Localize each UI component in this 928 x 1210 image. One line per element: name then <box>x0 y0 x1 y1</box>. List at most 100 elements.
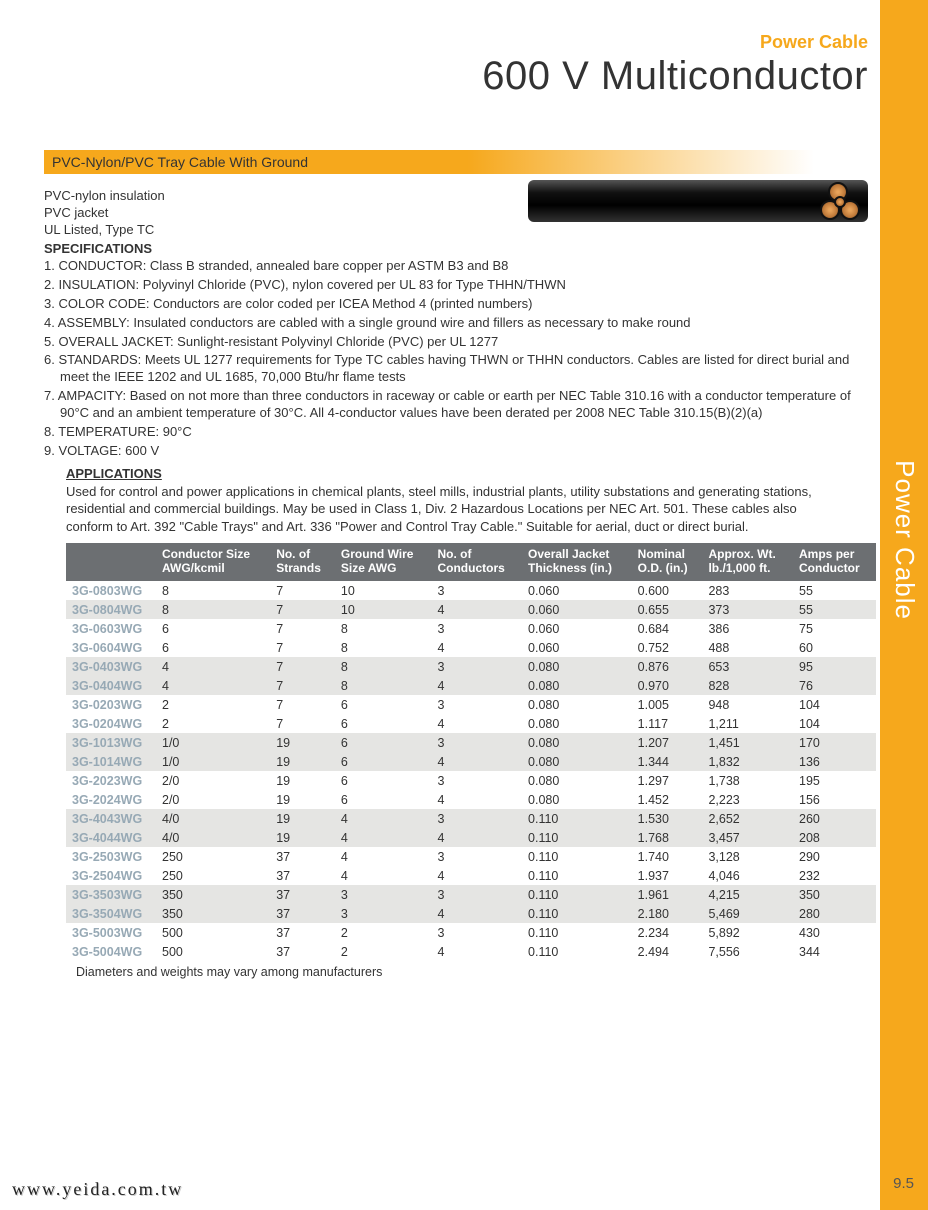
table-cell: 208 <box>793 828 876 847</box>
table-cell: 8 <box>156 600 270 619</box>
table-cell: 1.297 <box>632 771 703 790</box>
table-cell: 3 <box>431 809 522 828</box>
table-cell: 250 <box>156 847 270 866</box>
table-cell: 10 <box>335 600 432 619</box>
sidebar-tab: Power Cable <box>880 0 928 1210</box>
table-cell: 3,457 <box>702 828 793 847</box>
table-cell: 0.752 <box>632 638 703 657</box>
spec-item: 7. AMPACITY: Based on not more than thre… <box>44 388 864 422</box>
table-row: 3G-1013WG1/019630.0801.2071,451170 <box>66 733 876 752</box>
table-cell: 3 <box>431 733 522 752</box>
table-cell: 350 <box>156 904 270 923</box>
table-column-header: Conductor SizeAWG/kcmil <box>156 543 270 581</box>
table-row: 3G-2023WG2/019630.0801.2971,738195 <box>66 771 876 790</box>
table-cell: 75 <box>793 619 876 638</box>
table-cell: 8 <box>335 676 432 695</box>
table-cell: 3 <box>431 771 522 790</box>
table-cell: 0.110 <box>522 828 632 847</box>
table-cell: 0.060 <box>522 581 632 600</box>
table-cell: 0.600 <box>632 581 703 600</box>
table-row: 3G-0803WG871030.0600.60028355 <box>66 581 876 600</box>
table-row: 3G-3504WG35037340.1102.1805,469280 <box>66 904 876 923</box>
table-cell: 104 <box>793 714 876 733</box>
intro-line: UL Listed, Type TC <box>44 222 864 237</box>
table-cell: 828 <box>702 676 793 695</box>
table-cell: 4/0 <box>156 809 270 828</box>
part-number-cell: 3G-5003WG <box>66 923 156 942</box>
table-cell: 0.080 <box>522 676 632 695</box>
table-cell: 8 <box>156 581 270 600</box>
table-cell: 290 <box>793 847 876 866</box>
table-cell: 0.060 <box>522 600 632 619</box>
part-number-cell: 3G-3504WG <box>66 904 156 923</box>
table-cell: 0.110 <box>522 904 632 923</box>
table-cell: 2 <box>156 695 270 714</box>
table-cell: 4 <box>335 866 432 885</box>
table-row: 3G-0204WG27640.0801.1171,211104 <box>66 714 876 733</box>
part-number-cell: 3G-0403WG <box>66 657 156 676</box>
spec-item: 6. STANDARDS: Meets UL 1277 requirements… <box>44 352 864 386</box>
table-cell: 1.117 <box>632 714 703 733</box>
table-cell: 37 <box>270 942 335 961</box>
table-cell: 1,451 <box>702 733 793 752</box>
table-cell: 0.110 <box>522 847 632 866</box>
table-cell: 386 <box>702 619 793 638</box>
table-cell: 37 <box>270 904 335 923</box>
specs-table: Conductor SizeAWG/kcmilNo. ofStrandsGrou… <box>66 543 876 961</box>
table-cell: 1.344 <box>632 752 703 771</box>
table-cell: 6 <box>335 752 432 771</box>
table-cell: 283 <box>702 581 793 600</box>
table-cell: 2 <box>335 942 432 961</box>
table-row: 3G-3503WG35037330.1101.9614,215350 <box>66 885 876 904</box>
table-cell: 0.110 <box>522 923 632 942</box>
table-cell: 0.080 <box>522 733 632 752</box>
table-cell: 4 <box>431 676 522 695</box>
table-column-header: Amps perConductor <box>793 543 876 581</box>
table-cell: 6 <box>335 771 432 790</box>
table-cell: 0.876 <box>632 657 703 676</box>
table-cell: 4 <box>431 828 522 847</box>
table-cell: 0.110 <box>522 885 632 904</box>
part-number-cell: 3G-2024WG <box>66 790 156 809</box>
table-cell: 0.080 <box>522 657 632 676</box>
spec-item: 5. OVERALL JACKET: Sunlight-resistant Po… <box>44 334 864 351</box>
table-cell: 2,223 <box>702 790 793 809</box>
table-cell: 3,128 <box>702 847 793 866</box>
table-column-header: No. ofStrands <box>270 543 335 581</box>
spec-item: 9. VOLTAGE: 600 V <box>44 443 864 460</box>
table-cell: 3 <box>431 581 522 600</box>
table-cell: 5,892 <box>702 923 793 942</box>
table-cell: 4,215 <box>702 885 793 904</box>
table-cell: 76 <box>793 676 876 695</box>
table-cell: 7 <box>270 714 335 733</box>
table-cell: 373 <box>702 600 793 619</box>
table-cell: 0.684 <box>632 619 703 638</box>
applications-body: Used for control and power applications … <box>44 483 844 536</box>
table-cell: 6 <box>335 790 432 809</box>
table-cell: 60 <box>793 638 876 657</box>
table-row: 3G-0404WG47840.0800.97082876 <box>66 676 876 695</box>
table-cell: 4 <box>335 847 432 866</box>
part-number-cell: 3G-0603WG <box>66 619 156 638</box>
table-cell: 5,469 <box>702 904 793 923</box>
table-cell: 136 <box>793 752 876 771</box>
table-cell: 232 <box>793 866 876 885</box>
table-cell: 19 <box>270 771 335 790</box>
table-cell: 3 <box>335 885 432 904</box>
table-cell: 6 <box>156 638 270 657</box>
table-row: 3G-2504WG25037440.1101.9374,046232 <box>66 866 876 885</box>
table-cell: 37 <box>270 923 335 942</box>
table-cell: 6 <box>335 714 432 733</box>
table-cell: 0.080 <box>522 752 632 771</box>
table-cell: 8 <box>335 619 432 638</box>
table-cell: 2/0 <box>156 771 270 790</box>
table-cell: 55 <box>793 600 876 619</box>
part-number-cell: 3G-0604WG <box>66 638 156 657</box>
table-cell: 653 <box>702 657 793 676</box>
table-row: 3G-0403WG47830.0800.87665395 <box>66 657 876 676</box>
table-cell: 7 <box>270 581 335 600</box>
table-cell: 8 <box>335 657 432 676</box>
table-row: 3G-4043WG4/019430.1101.5302,652260 <box>66 809 876 828</box>
table-cell: 3 <box>431 923 522 942</box>
part-number-cell: 3G-2504WG <box>66 866 156 885</box>
